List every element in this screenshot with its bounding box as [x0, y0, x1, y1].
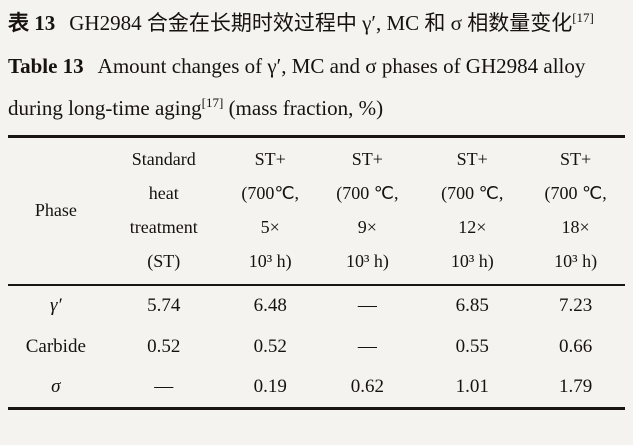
phase-cell: γ′ [49, 295, 62, 316]
header-line: heat [148, 183, 179, 203]
caption-chinese: 表 13 GH2984 合金在长期时效过程中 γ′, MC 和 σ 相数量变化[1… [8, 4, 625, 42]
header-line: ST+ [254, 149, 286, 169]
header-line: (700℃, [241, 183, 300, 203]
phase-amounts-table: Phase Standard heat treatment (ST) ST+ (… [8, 135, 625, 410]
value-cell: 0.52 [147, 335, 181, 357]
value-cell: 1.01 [455, 375, 489, 397]
value-cell: 6.85 [455, 295, 489, 316]
value-cell: — [357, 295, 377, 316]
header-line: ST+ [351, 149, 383, 169]
value-cell: 0.62 [350, 375, 384, 397]
header-line: 10³ h) [554, 251, 598, 271]
value-cell: 7.23 [559, 295, 593, 316]
header-line: 5× [260, 217, 280, 237]
phase-cell: Carbide [25, 335, 86, 357]
col-header-st-700c-18000h: ST+ (700 ℃, 18× 10³ h) [526, 137, 625, 286]
value-cell: — [357, 335, 377, 357]
value-cell: 5.74 [147, 295, 181, 316]
table-body: γ′ 5.74 6.48 — 6.85 7.23 Carbide 0.52 0.… [8, 285, 625, 408]
value-cell: 1.79 [559, 375, 593, 397]
caption-english-text: Amount changes of γ′, MC and σ phases of… [8, 54, 586, 120]
value-cell: 0.19 [253, 375, 287, 397]
header-line: (700 ℃, [544, 183, 607, 203]
header-line: Standard [131, 149, 196, 169]
caption-english-reference: [17] [201, 95, 224, 110]
col-header-phase: Phase [8, 137, 104, 286]
col-header-st-700c-5000h: ST+ (700℃, 5× 10³ h) [224, 137, 317, 286]
header-line: treatment [129, 217, 198, 237]
header-line: 10³ h) [248, 251, 292, 271]
caption-english: Table 13 Amount changes of γ′, MC and σ p… [8, 45, 625, 129]
header-line: 18× [561, 217, 590, 237]
header-line: (ST) [147, 251, 181, 271]
value-cell: 0.66 [559, 335, 593, 357]
col-header-st-700c-9000h: ST+ (700 ℃, 9× 10³ h) [316, 137, 418, 286]
header-line: (700 ℃, [336, 183, 399, 203]
table-row-carbide: Carbide 0.52 0.52 — 0.55 0.66 [8, 326, 625, 367]
value-cell: 6.48 [253, 295, 287, 316]
value-cell: 0.52 [253, 335, 287, 357]
value-cell: 0.55 [455, 335, 489, 357]
table-row-sigma: σ — 0.19 0.62 1.01 1.79 [8, 367, 625, 408]
header-line: ST+ [560, 149, 592, 169]
col-header-st-700c-12000h: ST+ (700 ℃, 12× 10³ h) [418, 137, 526, 286]
caption-english-units: (mass fraction, %) [223, 96, 384, 120]
phase-cell: σ [51, 375, 61, 397]
header-line: 9× [357, 217, 377, 237]
col-header-standard-heat-treatment: Standard heat treatment (ST) [104, 137, 224, 286]
caption-chinese-label: 表 13 [8, 11, 56, 35]
value-cell: — [154, 375, 174, 397]
table-row-gamma-prime: γ′ 5.74 6.48 — 6.85 7.23 [8, 285, 625, 326]
header-line: ST+ [456, 149, 488, 169]
header-line: 10³ h) [345, 251, 389, 271]
header-line: (700 ℃, [441, 183, 504, 203]
header-line: 10³ h) [450, 251, 494, 271]
table-header-row: Phase Standard heat treatment (ST) ST+ (… [8, 137, 625, 286]
caption-chinese-text: GH2984 合金在长期时效过程中 γ′, MC 和 σ 相数量变化 [69, 11, 573, 35]
header-line: Phase [34, 200, 77, 220]
header-line: 12× [458, 217, 487, 237]
caption-chinese-reference: [17] [572, 10, 594, 25]
table-header: Phase Standard heat treatment (ST) ST+ (… [8, 137, 625, 286]
caption-english-label: Table 13 [8, 54, 84, 78]
